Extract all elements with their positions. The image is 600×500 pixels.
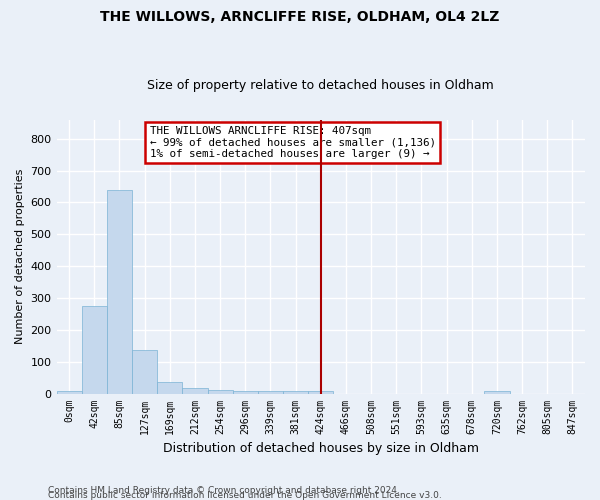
Bar — [82, 306, 107, 394]
X-axis label: Distribution of detached houses by size in Oldham: Distribution of detached houses by size … — [163, 442, 479, 455]
Text: THE WILLOWS ARNCLIFFE RISE: 407sqm
← 99% of detached houses are smaller (1,136)
: THE WILLOWS ARNCLIFFE RISE: 407sqm ← 99%… — [149, 126, 436, 159]
Bar — [258, 391, 283, 394]
Y-axis label: Number of detached properties: Number of detached properties — [15, 169, 25, 344]
Text: Contains public sector information licensed under the Open Government Licence v3: Contains public sector information licen… — [48, 491, 442, 500]
Bar — [107, 190, 132, 394]
Bar — [233, 391, 258, 394]
Text: Contains HM Land Registry data © Crown copyright and database right 2024.: Contains HM Land Registry data © Crown c… — [48, 486, 400, 495]
Bar — [132, 350, 157, 394]
Text: THE WILLOWS, ARNCLIFFE RISE, OLDHAM, OL4 2LZ: THE WILLOWS, ARNCLIFFE RISE, OLDHAM, OL4… — [100, 10, 500, 24]
Bar — [56, 391, 82, 394]
Bar — [182, 388, 208, 394]
Bar — [208, 390, 233, 394]
Title: Size of property relative to detached houses in Oldham: Size of property relative to detached ho… — [148, 79, 494, 92]
Bar — [157, 382, 182, 394]
Bar — [484, 391, 509, 394]
Bar — [283, 391, 308, 394]
Bar — [308, 391, 334, 394]
